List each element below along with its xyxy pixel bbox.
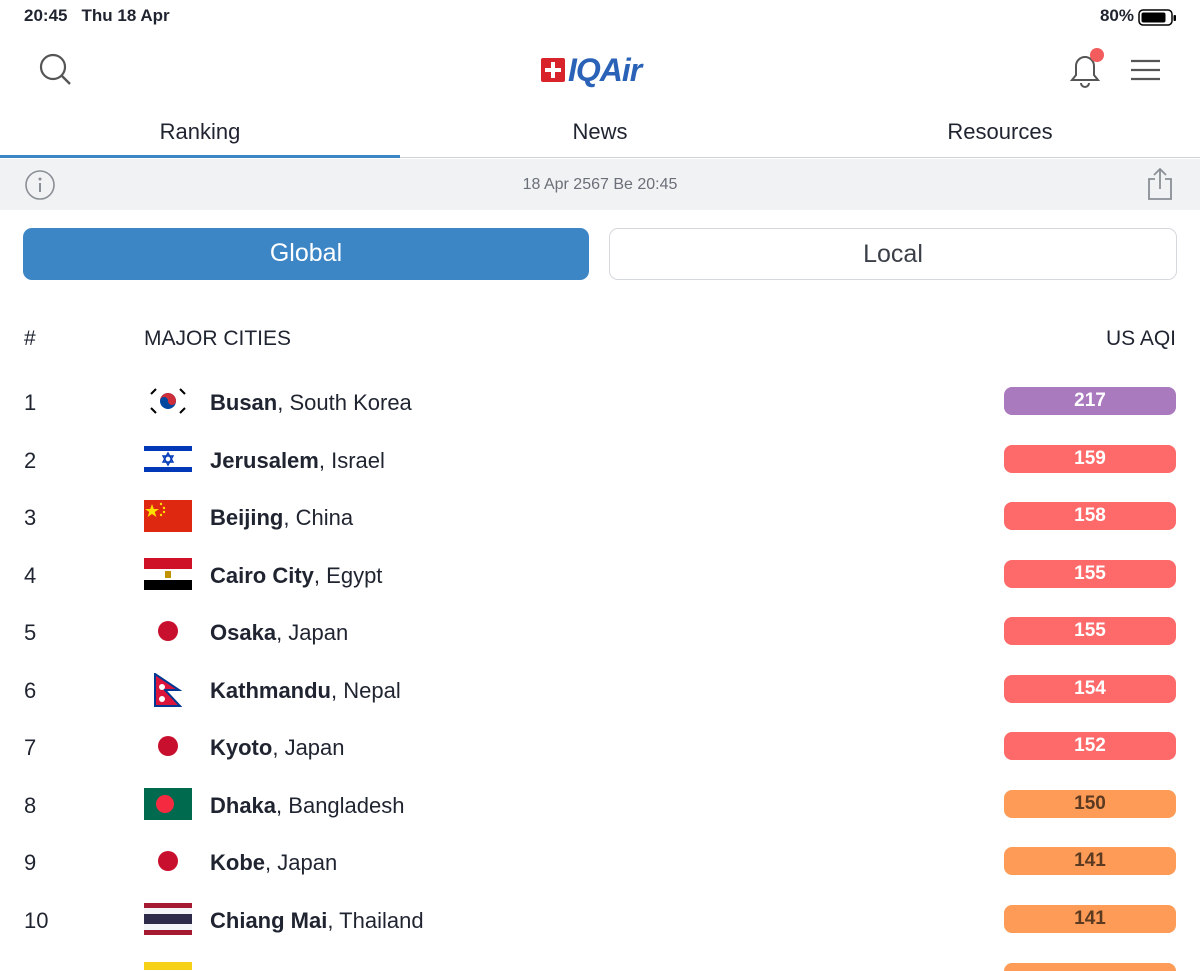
info-button[interactable] [24, 169, 56, 201]
flag [158, 851, 178, 871]
flag [154, 672, 183, 707]
rank: 9 [24, 850, 37, 875]
city: Dhaka [210, 792, 277, 818]
divider [0, 157, 1200, 158]
country: Egypt [314, 563, 383, 588]
rank: 10 [24, 907, 49, 933]
tab[interactable]: News [572, 119, 628, 144]
ranking-row[interactable]: 10 Chiang MaiThailand 141 [0, 900, 1200, 940]
aqi-badge: 158 [1004, 502, 1176, 530]
country: Japan [265, 850, 337, 875]
rank: 7 [24, 735, 37, 760]
status-bar: 20:45 Thu 18 Apr [24, 6, 184, 26]
flag [144, 500, 192, 532]
aqi-badge: 154 [1004, 674, 1176, 703]
flag [158, 621, 178, 641]
aqi-badge: 159 [1004, 444, 1176, 473]
aqi-badge: 150 [1004, 789, 1176, 818]
rank: 8 [24, 792, 37, 818]
city: Beijing [210, 505, 284, 530]
flag [158, 736, 178, 756]
ranking-row[interactable]: 3 BeijingChina 158 [0, 497, 1200, 537]
city-name: Chiang MaiThailand [210, 908, 424, 934]
rank: 5 [24, 620, 37, 645]
notifications-button[interactable] [1064, 48, 1108, 90]
rank: 3 [24, 505, 37, 530]
rank: 4 [24, 562, 37, 588]
flag [144, 557, 192, 590]
country: Nepal [331, 678, 401, 703]
flag [144, 787, 192, 820]
flag [144, 442, 192, 475]
city: Kobe [210, 850, 265, 875]
city: Osaka [210, 620, 277, 645]
tab[interactable]: Ranking [159, 119, 241, 144]
ranking-row[interactable]: 5 OsakaJapan 155 [0, 612, 1200, 652]
ranking-row[interactable]: 6 KathmanduNepal 154 [0, 670, 1200, 710]
aqi-badge: 141 [1004, 904, 1176, 933]
city: Cairo City [210, 562, 314, 588]
logo[interactable]: IQAir [568, 52, 642, 88]
city: Kathmandu [210, 677, 331, 703]
city: Jerusalem [210, 447, 319, 473]
country: Thailand [327, 908, 423, 933]
city-name: JerusalemIsrael [210, 448, 385, 474]
ranking-row[interactable]: 2 JerusalemIsrael 159 [0, 440, 1200, 480]
rank: 1 [24, 390, 37, 415]
flag [144, 385, 192, 417]
menu-button[interactable] [1130, 58, 1162, 82]
country: China [283, 505, 353, 530]
column-header: MAJOR CITIES [144, 327, 292, 350]
city: Chiang Mai [210, 907, 328, 933]
country: Bangladesh [276, 793, 404, 818]
city-name: BeijingChina [210, 505, 353, 531]
ranking-row[interactable]: 4 Cairo CityEgypt 155 [0, 555, 1200, 595]
country: Japan [272, 735, 344, 760]
flag [144, 902, 192, 935]
battery-icon [1138, 9, 1176, 26]
city-name: Cairo CityEgypt [210, 563, 382, 589]
time: 20:45 [24, 6, 68, 25]
column-header: US AQI [1105, 327, 1176, 350]
city-name: DhakaBangladesh [210, 793, 405, 819]
ranking-row[interactable]: 9 KobeJapan 141 [0, 842, 1200, 882]
battery: 80% [1099, 6, 1134, 25]
aqi-badge: 155 [1004, 617, 1176, 645]
info-bar: 18 Apr 2567 Be 20:45 [0, 159, 1200, 210]
country: South Korea [277, 390, 412, 415]
city: Busan [210, 390, 278, 415]
active-tab-indicator [0, 155, 400, 158]
date: Thu 18 Apr [81, 6, 170, 25]
city-name: KobeJapan [210, 850, 337, 876]
ranking-row[interactable]: 8 DhakaBangladesh 150 [0, 785, 1200, 825]
city: Kyoto [210, 735, 273, 760]
flag [144, 962, 192, 970]
search-button[interactable] [38, 52, 74, 88]
city-name: KyotoJapan [210, 735, 345, 761]
ranking-row[interactable]: 7 KyotoJapan 152 [0, 727, 1200, 767]
timestamp: 18 Apr 2567 Be 20:45 [522, 176, 678, 193]
rank: 2 [24, 447, 37, 473]
ranking-row[interactable]: 1 BusanSouth Korea 217 [0, 382, 1200, 422]
column-header: # [24, 327, 36, 350]
local-button[interactable]: Local [609, 228, 1177, 280]
share-button[interactable] [1145, 167, 1175, 201]
country: Japan [276, 620, 348, 645]
global-button[interactable]: Global [23, 228, 589, 280]
aqi-badge: 152 [1004, 732, 1176, 760]
rank: 6 [24, 677, 37, 703]
city-name: OsakaJapan [210, 620, 348, 646]
aqi-badge: 217 [1004, 387, 1176, 415]
tab[interactable]: Resources [947, 119, 1053, 144]
logo-flag [541, 58, 565, 82]
city-name: KathmanduNepal [210, 678, 401, 704]
city-name: BusanSouth Korea [210, 390, 412, 416]
aqi-badge: 155 [1004, 559, 1176, 588]
aqi-badge: 141 [1004, 847, 1176, 875]
aqi-badge [1004, 963, 1176, 971]
country: Israel [319, 448, 385, 473]
